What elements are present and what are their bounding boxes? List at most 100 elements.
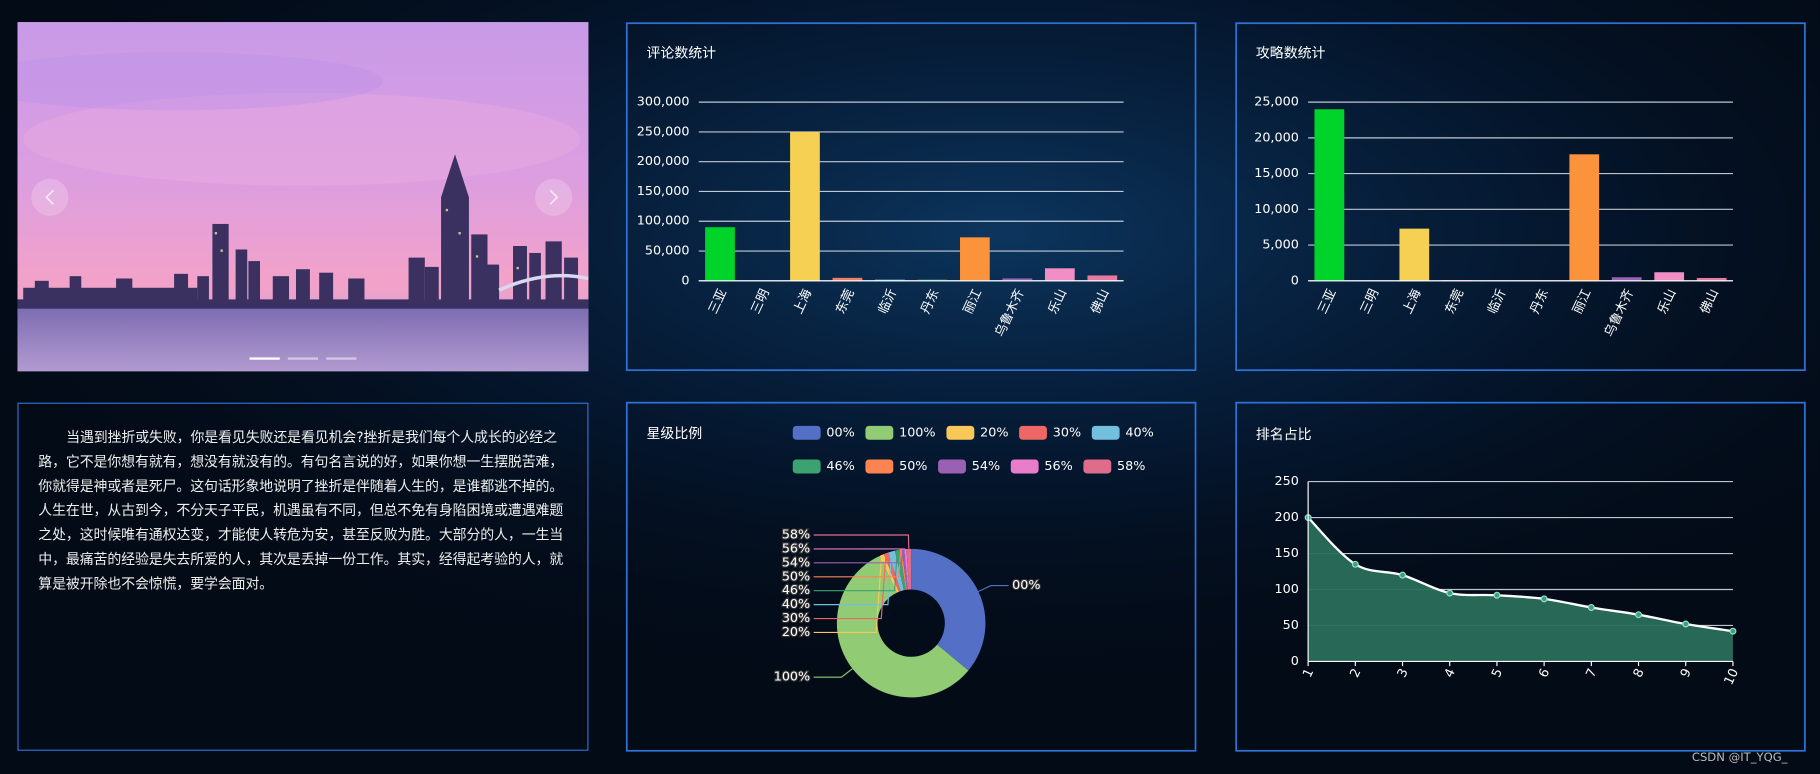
legend-label: 20%	[980, 425, 1008, 440]
bar	[1696, 277, 1727, 281]
legend-swatch	[865, 425, 894, 440]
panel-title: 攻略数统计	[1256, 45, 1326, 61]
legend-swatch	[792, 459, 821, 474]
bar	[832, 277, 863, 281]
legend-label: 54%	[972, 459, 1000, 474]
label-line	[813, 550, 898, 592]
water	[17, 304, 589, 372]
slice-label: 58%	[782, 527, 810, 542]
panel-borders	[625, 22, 1806, 752]
legend-swatch	[792, 425, 821, 440]
y-tick-label: 200	[1274, 510, 1298, 525]
legend-label: 00%	[826, 425, 854, 440]
y-tick-label: 250	[1274, 474, 1298, 489]
panel	[625, 401, 1197, 752]
y-tick-label: 50,000	[645, 244, 690, 259]
bar	[1569, 154, 1600, 281]
bar	[1002, 278, 1033, 281]
point	[1399, 571, 1407, 579]
skyline	[17, 154, 589, 309]
panel-title: 排名占比	[1256, 427, 1312, 443]
slice-label: 50%	[782, 569, 810, 584]
y-tick-label: 200,000	[637, 154, 690, 169]
y-tick-label: 0	[681, 273, 689, 288]
label-line	[813, 553, 887, 620]
next-button[interactable]	[535, 178, 573, 216]
y-tick-label: 10,000	[1254, 202, 1299, 217]
watermark: CSDN @IT_YQG_	[1692, 750, 1788, 764]
panel-title: 评论数统计	[647, 45, 717, 61]
label-line	[978, 585, 1009, 593]
legend-swatch	[938, 459, 966, 474]
panel	[1235, 401, 1806, 752]
legend-swatch	[946, 425, 975, 440]
y-tick-label: 15,000	[1254, 166, 1299, 181]
carousel-dot[interactable]	[287, 357, 319, 360]
y-tick-label: 50	[1283, 618, 1299, 633]
pie-slice	[879, 554, 899, 593]
chart-guides: 攻略数统计05,00010,00015,00020,00025,000三亚 三明上…	[1254, 45, 1733, 339]
y-tick-label: 20,000	[1254, 130, 1299, 145]
y-tick-label: 100,000	[637, 214, 690, 229]
bar	[1654, 272, 1685, 281]
point	[1587, 603, 1595, 611]
slice-label: 56%	[782, 541, 810, 556]
bar	[1044, 268, 1075, 281]
slice-label: 40%	[782, 597, 810, 612]
area	[1308, 517, 1733, 662]
prev-icon	[45, 189, 55, 205]
y-tick-label: 25,000	[1254, 95, 1299, 110]
pie-slice	[836, 555, 969, 698]
pie-slice	[894, 549, 906, 591]
y-tick-label: 150,000	[637, 184, 690, 199]
point	[1635, 611, 1643, 619]
y-tick-label: 150	[1274, 546, 1298, 561]
prev-button[interactable]	[31, 178, 69, 216]
label-line	[813, 551, 893, 606]
carousel-dot[interactable]	[326, 357, 357, 360]
y-tick-label: 250,000	[637, 124, 690, 139]
pie-slice	[906, 548, 912, 590]
slice-label: 30%	[782, 611, 810, 626]
y-tick-label: 5,000	[1262, 238, 1299, 253]
cloud	[23, 92, 581, 186]
bar	[1314, 109, 1345, 281]
slice-label: 20%	[782, 625, 810, 640]
slice-label: 100%	[774, 670, 810, 685]
cloud	[17, 52, 383, 111]
pie-slice	[901, 549, 908, 590]
label-line	[813, 549, 902, 578]
pie-slice	[904, 549, 910, 590]
y-tick-label: 100	[1274, 582, 1298, 597]
legend-swatch	[865, 459, 894, 474]
point	[1729, 627, 1737, 635]
label-line	[813, 668, 853, 678]
legend-label: 56%	[1044, 459, 1072, 474]
y-tick-label: 0	[1291, 654, 1299, 669]
y-tick-label: 0	[1291, 273, 1299, 288]
bar	[960, 237, 990, 281]
legend-label: 100%	[899, 425, 935, 440]
article: 当遇到挫折或失败，你是看见失败还是看见机会?挫折是我们每个人成长的必经之路，它不…	[17, 402, 589, 751]
label-line	[813, 554, 883, 634]
panel	[1235, 22, 1806, 372]
slice-label: 54%	[782, 555, 810, 570]
carousel	[17, 22, 589, 372]
legend-label: 58%	[1117, 459, 1145, 474]
lights	[214, 208, 519, 270]
bar	[875, 279, 905, 281]
legend-label: 40%	[1125, 425, 1153, 440]
legend-swatch	[1010, 459, 1039, 474]
legend-swatch	[1019, 425, 1047, 440]
point	[1351, 560, 1359, 568]
point	[1446, 589, 1454, 597]
point	[1540, 595, 1548, 603]
carousel-dot[interactable]	[249, 357, 280, 360]
next-icon	[549, 189, 559, 205]
label-line	[813, 549, 904, 564]
panel-title: 星级比例	[647, 426, 703, 442]
